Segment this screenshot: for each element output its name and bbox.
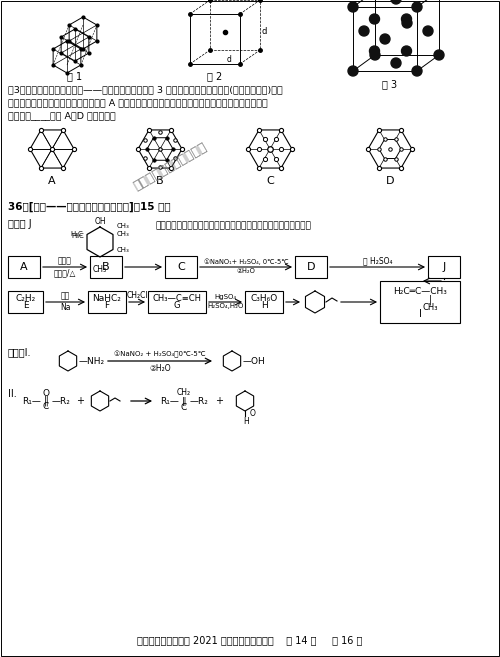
Text: 图 2: 图 2	[208, 71, 222, 81]
Text: H₃C: H₃C	[71, 233, 84, 238]
Text: C: C	[181, 403, 187, 412]
FancyBboxPatch shape	[428, 256, 460, 278]
Text: CH₃: CH₃	[117, 223, 130, 229]
Text: ‖: ‖	[182, 397, 186, 405]
Circle shape	[402, 46, 411, 56]
Text: 江西省八所重点中学 2021 届高三联考理综试卷    第 14 页     共 16 页: 江西省八所重点中学 2021 届高三联考理综试卷 第 14 页 共 16 页	[138, 635, 362, 645]
Text: Na: Na	[60, 303, 71, 312]
Text: OH: OH	[94, 217, 106, 226]
Text: —OH: —OH	[243, 357, 266, 365]
Text: C: C	[43, 402, 49, 411]
Text: F: F	[104, 301, 110, 310]
FancyBboxPatch shape	[90, 256, 122, 278]
Text: B: B	[156, 176, 164, 186]
Text: |: |	[428, 295, 432, 306]
Text: +: +	[215, 396, 223, 406]
Text: CH₂: CH₂	[177, 388, 191, 397]
Text: ①NaNO₁+ H₂SO₄, 0℃-5℃: ①NaNO₁+ H₂SO₄, 0℃-5℃	[204, 258, 288, 265]
Text: 图 1: 图 1	[68, 71, 82, 81]
Text: CH₂Cl: CH₂Cl	[126, 291, 148, 300]
Text: A: A	[20, 262, 28, 272]
Circle shape	[391, 58, 401, 68]
Circle shape	[370, 50, 380, 60]
FancyBboxPatch shape	[8, 256, 40, 278]
Text: +: +	[76, 396, 84, 406]
Text: ②H₂O: ②H₂O	[149, 364, 171, 373]
Text: 有机物 J: 有机物 J	[8, 219, 32, 229]
Text: 图 3: 图 3	[382, 79, 398, 89]
Text: 微信搜索试卷答案公众号: 微信搜索试卷答案公众号	[131, 141, 209, 193]
Circle shape	[412, 66, 422, 76]
FancyBboxPatch shape	[245, 291, 283, 313]
Circle shape	[348, 2, 358, 12]
Text: —R₂: —R₂	[52, 397, 71, 405]
Text: ①NaNO₂ + H₂SO₄，0℃-5℃: ①NaNO₂ + H₂SO₄，0℃-5℃	[114, 351, 206, 358]
Text: 是一种汽油抗爆震剂，也是一种油溶性抗氧化剂，其合成路线下：: 是一种汽油抗爆震剂，也是一种油溶性抗氧化剂，其合成路线下：	[155, 221, 311, 230]
Text: —R₂: —R₂	[190, 397, 209, 405]
Text: R₁—: R₁—	[160, 397, 179, 405]
Circle shape	[434, 50, 444, 60]
Text: 已知：I.: 已知：I.	[8, 347, 32, 357]
Text: E: E	[22, 301, 28, 310]
FancyBboxPatch shape	[165, 256, 197, 278]
Text: O: O	[42, 389, 50, 398]
Text: H₃C: H₃C	[70, 231, 83, 237]
Text: ‖: ‖	[44, 396, 49, 406]
Circle shape	[412, 2, 422, 12]
FancyBboxPatch shape	[8, 291, 43, 313]
Text: —NH₂: —NH₂	[79, 357, 105, 365]
Text: ②H₂O: ②H₂O	[236, 268, 256, 274]
Text: 浓硝酸/△: 浓硝酸/△	[54, 268, 76, 277]
FancyBboxPatch shape	[148, 291, 206, 313]
Circle shape	[391, 0, 401, 4]
Text: A: A	[48, 176, 56, 186]
Text: J: J	[442, 262, 446, 272]
Text: （3）碳的另一种同素异形体——金刚石，其晶胞如图 3 所示。已知金属钠的晶胞(体心立方堆积)沿其: （3）碳的另一种同素异形体——金刚石，其晶胞如图 3 所示。已知金属钠的晶胞(体…	[8, 85, 283, 94]
Text: II.: II.	[8, 389, 17, 399]
Text: H₂C═C—CH₃: H₂C═C—CH₃	[393, 288, 447, 296]
Text: CH₃—C≡CH: CH₃—C≡CH	[152, 294, 202, 303]
Text: B: B	[102, 262, 110, 272]
FancyBboxPatch shape	[295, 256, 327, 278]
Circle shape	[370, 46, 380, 56]
Text: 浓硫酸: 浓硫酸	[58, 256, 72, 265]
Text: d: d	[227, 55, 232, 64]
Text: CH₃: CH₃	[117, 246, 130, 252]
Text: D: D	[386, 176, 394, 186]
Text: C: C	[266, 176, 274, 186]
Text: 液氨: 液氨	[61, 291, 70, 300]
Text: I: I	[418, 309, 422, 319]
Text: d: d	[262, 28, 268, 37]
Text: D: D	[307, 262, 316, 272]
Text: 36．[化学——选修五：有机化学基础]（15 分）: 36．[化学——选修五：有机化学基础]（15 分）	[8, 202, 170, 212]
Circle shape	[380, 34, 390, 44]
Text: H₂SO₄,H₂O: H₂SO₄,H₂O	[208, 303, 244, 309]
Text: 体对角线垂直在纸平面上的投影图如图 A 所示，则金刚石晶胞沿其体对角线垂直在纸平面上的投影图: 体对角线垂直在纸平面上的投影图如图 A 所示，则金刚石晶胞沿其体对角线垂直在纸平…	[8, 98, 268, 107]
Circle shape	[402, 18, 412, 28]
Text: CH₃: CH₃	[93, 265, 107, 274]
Text: C₂H₂: C₂H₂	[16, 294, 36, 303]
Text: H: H	[260, 301, 268, 310]
FancyBboxPatch shape	[380, 281, 460, 323]
Text: NaHC₂: NaHC₂	[92, 294, 122, 303]
Text: H: H	[243, 417, 249, 426]
Circle shape	[370, 14, 380, 24]
Text: R₁—: R₁—	[22, 397, 41, 405]
Text: C: C	[177, 262, 185, 272]
Text: 应该是图____（从 A～D 图中选填）: 应该是图____（从 A～D 图中选填）	[8, 111, 116, 120]
Text: G: G	[174, 301, 180, 310]
Text: CH₃: CH₃	[422, 302, 438, 311]
Circle shape	[423, 26, 433, 36]
Text: HgSO₄: HgSO₄	[214, 294, 236, 300]
FancyBboxPatch shape	[88, 291, 126, 313]
Text: O: O	[250, 409, 256, 417]
Text: 苯 H₂SO₄: 苯 H₂SO₄	[363, 256, 392, 265]
Circle shape	[348, 66, 358, 76]
Text: CH₃: CH₃	[117, 231, 130, 237]
Text: C₃H₆O: C₃H₆O	[250, 294, 278, 303]
Circle shape	[402, 14, 411, 24]
Circle shape	[359, 26, 369, 36]
